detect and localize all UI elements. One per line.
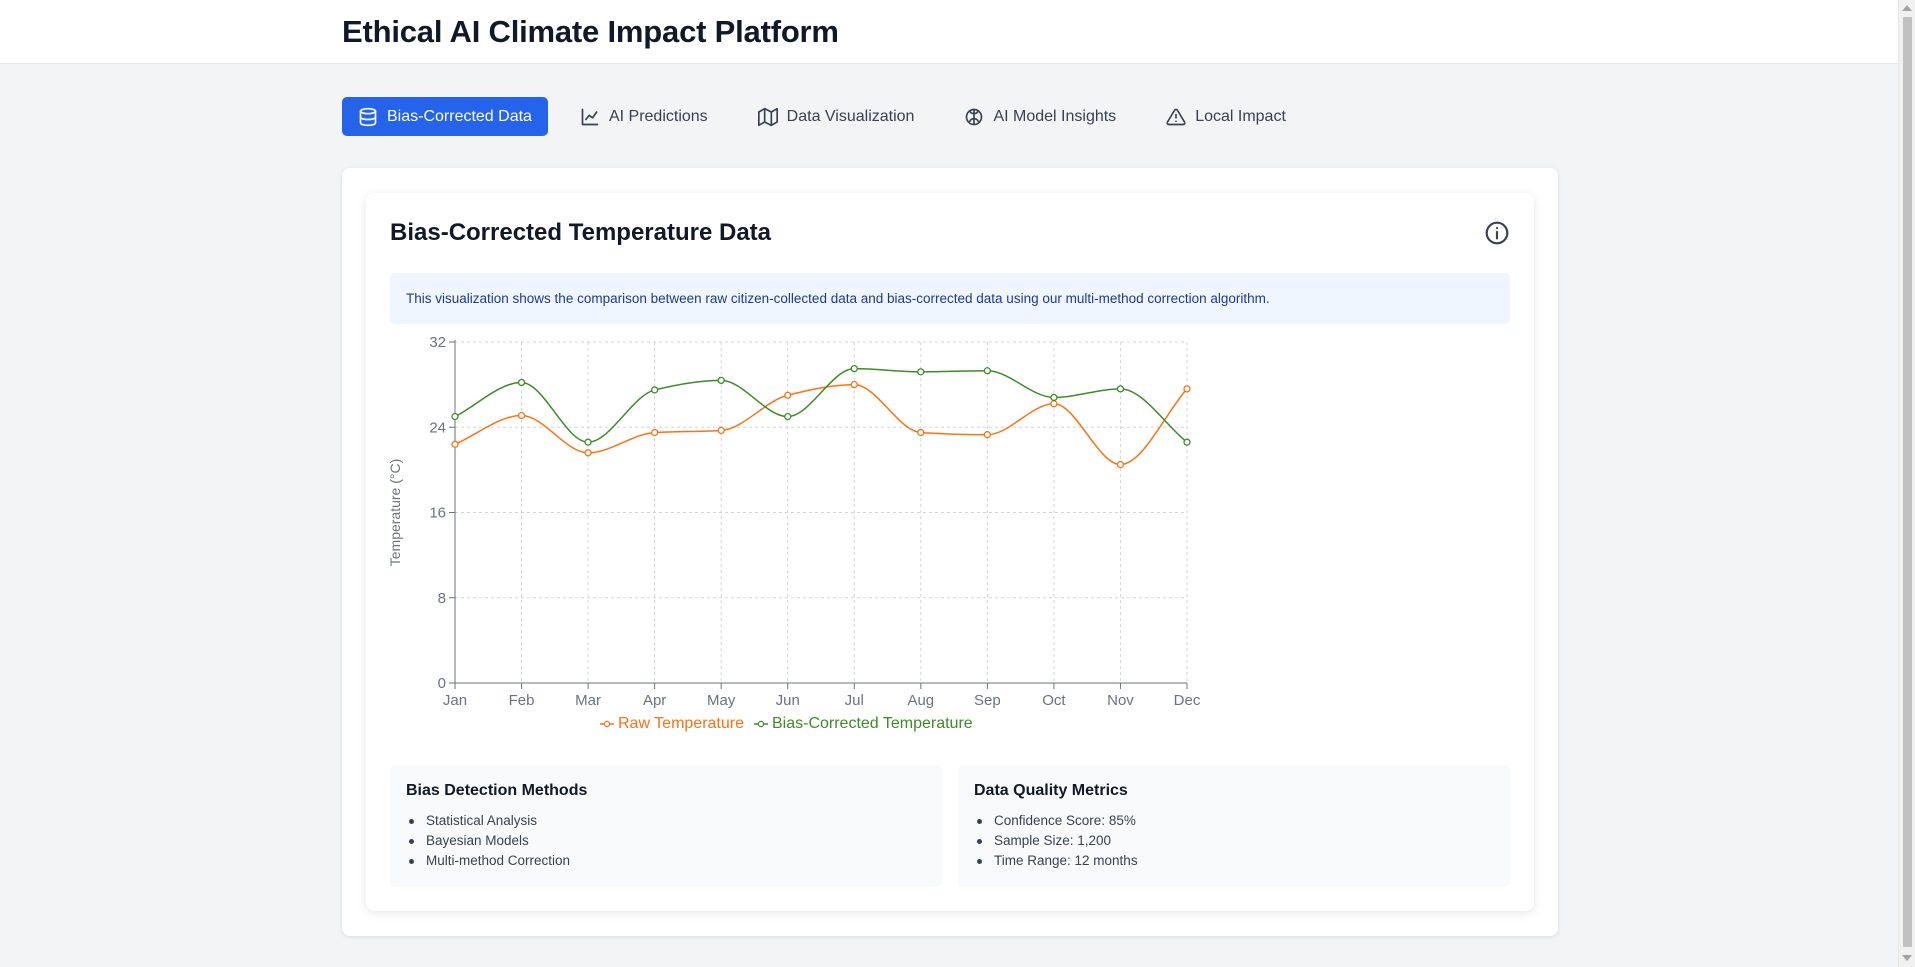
y-tick-label: 24 [429, 419, 446, 436]
tab-data-visualization[interactable]: Data Visualization [742, 97, 931, 136]
series-point [650, 428, 659, 437]
series-point [983, 431, 992, 439]
quality-metrics-title: Data Quality Metrics [974, 782, 1128, 799]
y-tick-label: 0 [438, 675, 446, 692]
temperature-chart: 0 8 16 24 32 Jan Feb Mar Apr May Jun Jul Aug Sep Oct No… [380, 334, 1200, 734]
x-tick-label: Feb [509, 692, 535, 709]
series-point [517, 411, 526, 420]
scroll-thumb[interactable] [1903, 17, 1912, 947]
tab-local-impact[interactable]: Local Impact [1150, 97, 1302, 136]
tab-ai-model-insights[interactable]: AI Model Insights [948, 97, 1132, 136]
y-tick-label: 16 [429, 505, 446, 522]
tab-bar: Bias-Corrected Data AI Predictions Data … [342, 97, 1320, 136]
series-point [1116, 385, 1125, 393]
series-point [451, 412, 459, 421]
legend-item[interactable]: Raw Temperature [600, 715, 744, 733]
x-tick-label: Apr [643, 692, 666, 709]
series-point [650, 386, 659, 394]
series-point [1116, 460, 1125, 469]
legend-label: Raw Temperature [618, 715, 744, 732]
chart-legend: Raw Temperature Bias-Corrected Temperatur… [600, 714, 983, 734]
x-tick-label: May [707, 692, 736, 709]
quality-metrics-list: Confidence Score: 85% Sample Size: 1,200… [974, 811, 1494, 871]
y-tick-label: 32 [429, 334, 446, 351]
series-point [850, 380, 858, 389]
list-item: Sample Size: 1,200 [974, 831, 1494, 851]
tab-bias-corrected-data[interactable]: Bias-Corrected Data [342, 97, 548, 136]
scroll-down-arrow-icon[interactable] [1902, 955, 1912, 961]
bias-methods-panel: Bias Detection Methods Statistical Analy… [390, 765, 942, 887]
list-item: Confidence Score: 85% [974, 811, 1494, 831]
quality-metrics-panel: Data Quality Metrics Confidence Score: 8… [958, 765, 1510, 887]
map-icon [757, 107, 778, 127]
tab-label: Local Impact [1195, 107, 1286, 125]
alert-triangle-icon [1166, 107, 1186, 127]
series-point [584, 449, 592, 457]
x-tick-label: Jun [776, 692, 800, 709]
x-tick-label: Dec [1174, 692, 1200, 709]
series-point [784, 412, 792, 421]
x-tick-label: Jan [443, 692, 467, 709]
series-point [1050, 400, 1058, 408]
x-tick-label: Jul [845, 692, 864, 709]
tab-label: Data Visualization [786, 107, 915, 125]
series-point [917, 368, 925, 376]
line-chart-icon [580, 107, 600, 127]
legend-item[interactable]: Bias-Corrected Temperature [753, 715, 973, 733]
series-point [784, 391, 792, 399]
series-point [917, 428, 925, 437]
list-item: Multi-method Correction [406, 851, 926, 871]
tab-label: AI Model Insights [993, 107, 1117, 125]
series-point [850, 364, 858, 373]
tab-label: Bias-Corrected Data [387, 107, 532, 125]
vertical-scrollbar[interactable] [1898, 0, 1915, 967]
y-tick-label: 8 [438, 590, 446, 607]
series-point [1183, 438, 1191, 446]
top-header: Ethical AI Climate Impact Platform [0, 0, 1898, 64]
y-axis-title: Temperature (°C) [387, 459, 403, 567]
series-point [1183, 385, 1191, 393]
list-item: Statistical Analysis [406, 811, 926, 831]
series-point [717, 376, 725, 385]
scroll-up-arrow-icon[interactable] [1902, 5, 1912, 11]
list-item: Bayesian Models [406, 831, 926, 851]
series-point [717, 426, 725, 435]
x-tick-label: Mar [575, 692, 601, 709]
info-circle-icon[interactable] [1484, 220, 1510, 246]
legend-line-icon [600, 720, 614, 728]
series-point [1050, 393, 1058, 402]
database-icon [358, 107, 378, 127]
info-note-text: This visualization shows the comparison … [406, 291, 1270, 306]
x-tick-label: Oct [1042, 692, 1066, 709]
series-point [584, 438, 592, 446]
section-title: Bias-Corrected Temperature Data [390, 219, 772, 246]
brain-icon [964, 107, 984, 127]
series-line-1 [454, 367, 1188, 443]
series-point [451, 440, 459, 448]
bias-methods-list: Statistical Analysis Bayesian Models Mul… [406, 811, 926, 871]
tab-label: AI Predictions [608, 107, 708, 125]
series-point [517, 378, 526, 387]
legend-line-icon [753, 720, 768, 728]
temperature-line-chart: 0 8 16 24 32 Jan Feb Mar Apr May Jun Jul Aug Sep Oct No… [387, 334, 1200, 709]
x-tick-label: Sep [974, 692, 1001, 709]
legend-label: Bias-Corrected Temperature [771, 715, 973, 732]
x-tick-label: Nov [1107, 692, 1134, 709]
info-note: This visualization shows the comparison … [390, 273, 1510, 324]
tab-ai-predictions[interactable]: AI Predictions [564, 97, 724, 136]
bias-methods-title: Bias Detection Methods [406, 782, 588, 799]
app-title: Ethical AI Climate Impact Platform [342, 14, 839, 49]
x-tick-label: Aug [907, 692, 934, 709]
series-point [983, 367, 992, 375]
list-item: Time Range: 12 months [974, 851, 1494, 871]
